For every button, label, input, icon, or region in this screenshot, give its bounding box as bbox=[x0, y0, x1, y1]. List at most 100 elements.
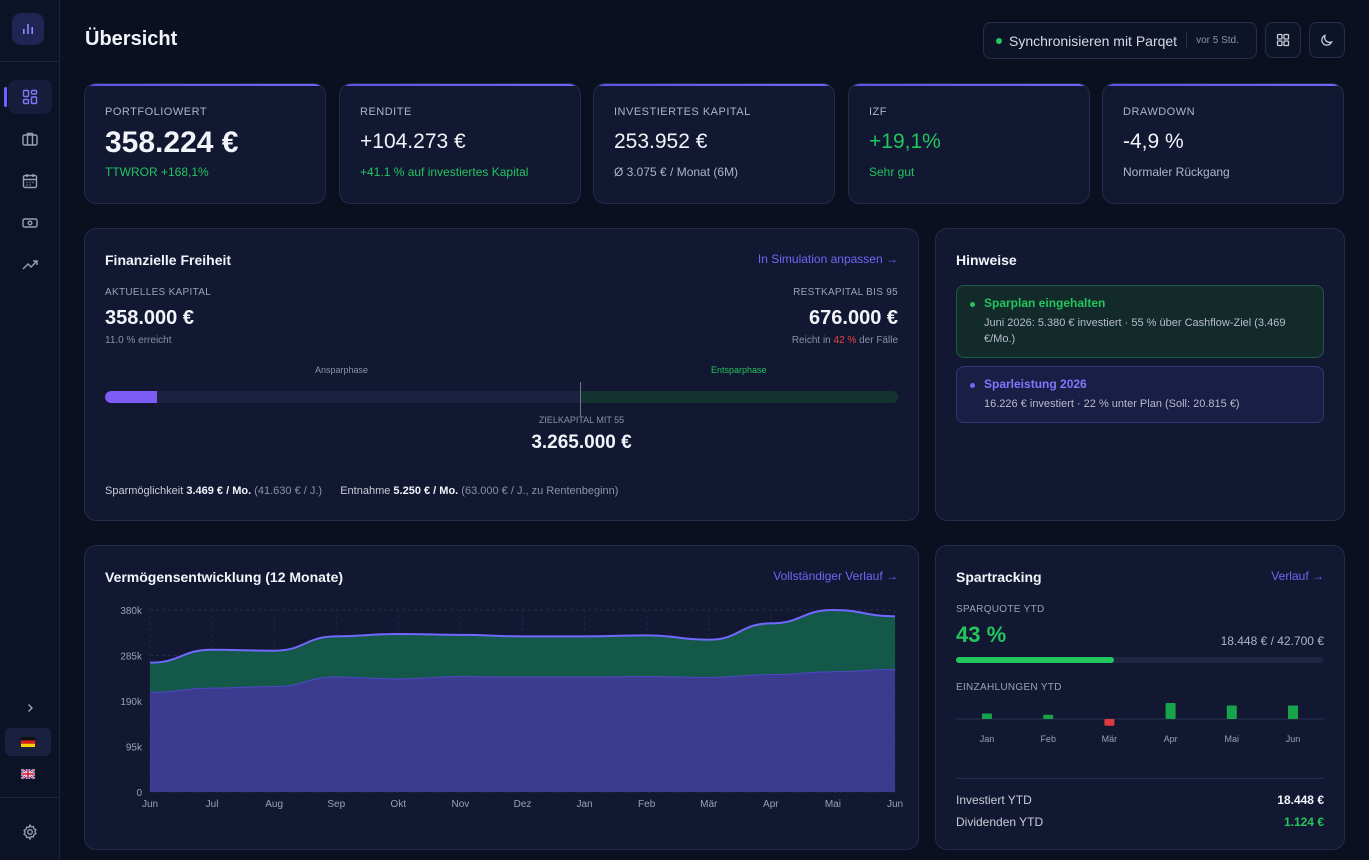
x-tick-label: Mai bbox=[825, 799, 841, 810]
freedom-progress-fill bbox=[105, 391, 158, 403]
bar-chart-icon bbox=[23, 24, 33, 34]
kpi-label: RENDITE bbox=[360, 106, 412, 118]
language-de-button[interactable] bbox=[5, 728, 51, 756]
x-tick-label: Okt bbox=[391, 799, 407, 810]
calendar-icon bbox=[22, 174, 38, 189]
financial-freedom-panel: Finanzielle Freiheit In Simulation anpas… bbox=[84, 228, 919, 521]
sync-button[interactable]: Synchronisieren mit Parqet vor 5 Std. bbox=[983, 22, 1257, 59]
page-title: Übersicht bbox=[85, 28, 178, 50]
deposit-bar bbox=[1165, 703, 1176, 719]
y-tick-label: 0 bbox=[136, 788, 142, 799]
savings-quote-value: 43 % bbox=[956, 622, 1007, 647]
kpi-card-portfolio-value: PORTFOLIOWERT 358.224 € TTWROR +168,1% bbox=[84, 83, 326, 204]
savings-divider bbox=[956, 778, 1324, 779]
sidebar-item-settings[interactable] bbox=[8, 815, 52, 849]
dividends-ytd-label: Dividenden YTD bbox=[956, 815, 1044, 829]
sync-separator bbox=[1186, 32, 1188, 49]
moon-icon bbox=[1321, 34, 1333, 46]
savings-history-link[interactable]: Verlauf → bbox=[1271, 569, 1324, 583]
kpi-sub: Sehr gut bbox=[869, 165, 915, 179]
hint-item-info[interactable]: Sparleistung 2026 16.226 € investiert · … bbox=[956, 366, 1324, 423]
line-total bbox=[149, 608, 896, 664]
x-tick-label: Jun bbox=[887, 799, 903, 810]
deposits-chart: Jan Feb Mär Apr Mai Jun bbox=[956, 703, 1324, 744]
simulation-link[interactable]: In Simulation anpassen → bbox=[757, 252, 898, 266]
withdraw-value: 5.250 € / Mo. bbox=[393, 485, 459, 497]
x-tick-label: Aug bbox=[265, 799, 283, 810]
x-tick-label: Sep bbox=[327, 799, 345, 810]
kpi-card-irr: IZF +19,1% Sehr gut bbox=[848, 83, 1090, 204]
dividends-ytd-value: 1.124 € bbox=[1283, 815, 1324, 829]
savings-quote-label: SPARQUOTE YTD bbox=[956, 604, 1045, 615]
phase-accumulation-label: Ansparphase bbox=[315, 365, 369, 375]
hint-body: Juni 2026: 5.380 € investiert · 55 % übe… bbox=[984, 317, 1286, 345]
hint-title: Sparleistung 2026 bbox=[984, 377, 1087, 391]
invested-ytd-value: 18.448 € bbox=[1277, 793, 1324, 807]
kpi-sub: Normaler Rückgang bbox=[1123, 165, 1230, 179]
gear-icon bbox=[23, 823, 37, 841]
target-capital-label: ZIELKAPITAL MIT 55 bbox=[85, 415, 918, 425]
sidebar-item-portfolio[interactable] bbox=[8, 122, 52, 156]
current-capital-label: AKTUELLES KAPITAL bbox=[105, 287, 212, 298]
briefcase-icon bbox=[22, 132, 38, 146]
decumulation-segment bbox=[580, 391, 898, 403]
deposits-label: EINZAHLUNGEN YTD bbox=[956, 682, 1062, 693]
x-tick-label: Dez bbox=[514, 799, 532, 810]
savings-tracking-panel: Spartracking Verlauf → SPARQUOTE YTD 43 … bbox=[935, 545, 1345, 850]
wealth-chart-panel: Vermögensentwicklung (12 Monate) Vollstä… bbox=[84, 545, 919, 850]
trending-up-icon bbox=[22, 260, 38, 270]
panel-title: Hinweise bbox=[956, 252, 1017, 268]
sidebar-expand-button[interactable] bbox=[8, 691, 52, 725]
sidebar-item-calendar[interactable] bbox=[8, 164, 52, 198]
sidebar-item-performance[interactable] bbox=[8, 248, 52, 282]
current-capital-sub: 11.0 % erreicht bbox=[105, 335, 172, 346]
kpi-value: +104.273 € bbox=[360, 130, 466, 153]
withdraw-note: (63.000 € / J., zu Rentenbeginn) bbox=[461, 485, 619, 497]
kpi-card-return: RENDITE +104.273 € +41.1 % auf investier… bbox=[339, 83, 581, 204]
y-tick-label: 285k bbox=[120, 652, 143, 663]
sidebar-item-cash[interactable] bbox=[8, 206, 52, 240]
kpi-sub: TTWROR +168,1% bbox=[105, 165, 209, 179]
kpi-label: DRAWDOWN bbox=[1123, 106, 1196, 118]
dashboard-icon bbox=[22, 89, 38, 105]
freedom-progress-track bbox=[105, 391, 898, 403]
deposit-month-label: Jun bbox=[1286, 734, 1301, 744]
full-history-link[interactable]: Vollständiger Verlauf → bbox=[773, 569, 898, 583]
hint-item-success[interactable]: Sparplan eingehalten Juni 2026: 5.380 € … bbox=[956, 285, 1324, 358]
sidebar-item-dashboard[interactable] bbox=[4, 80, 52, 114]
x-tick-label: Jan bbox=[577, 799, 593, 810]
kpi-sub: Ø 3.075 € / Monat (6M) bbox=[614, 165, 739, 179]
withdraw-label: Entnahme bbox=[340, 485, 391, 497]
panel-title: Vermögensentwicklung (12 Monate) bbox=[105, 569, 344, 585]
chevron-right-icon bbox=[28, 704, 33, 712]
savings-quote-ratio: 18.448 € / 42.700 € bbox=[1220, 634, 1324, 648]
language-en-button[interactable] bbox=[5, 760, 51, 788]
x-tick-label: Nov bbox=[452, 799, 470, 810]
kpi-label: IZF bbox=[869, 106, 887, 118]
deposit-month-label: Apr bbox=[1164, 734, 1178, 744]
deposit-month-label: Mär bbox=[1102, 734, 1118, 744]
layout-button[interactable] bbox=[1265, 22, 1301, 58]
rest-capital-sub: Reicht in 42 % der Fälle bbox=[792, 335, 898, 346]
savings-label: Sparmöglichkeit bbox=[105, 485, 184, 497]
deposit-bar bbox=[1226, 705, 1237, 719]
y-tick-label: 190k bbox=[120, 697, 143, 708]
savings-value: 3.469 € / Mo. bbox=[186, 485, 252, 497]
x-tick-label: Apr bbox=[763, 799, 779, 810]
x-tick-label: Jun bbox=[142, 799, 158, 810]
theme-toggle-button[interactable] bbox=[1309, 22, 1345, 58]
panel-title: Spartracking bbox=[956, 569, 1042, 585]
sync-label: Synchronisieren mit Parqet bbox=[1009, 32, 1178, 49]
x-tick-label: Mär bbox=[700, 799, 718, 810]
area-invested bbox=[150, 669, 895, 792]
cash-icon bbox=[22, 218, 38, 228]
deposit-bar bbox=[982, 713, 992, 719]
target-capital-value: 3.265.000 € bbox=[85, 432, 918, 454]
kpi-value: -4,9 % bbox=[1123, 130, 1184, 153]
savings-summary: Sparmöglichkeit 3.469 € / Mo. (41.630 € … bbox=[105, 485, 618, 497]
kpi-card-drawdown: DRAWDOWN -4,9 % Normaler Rückgang bbox=[1102, 83, 1344, 204]
logo[interactable] bbox=[12, 13, 44, 45]
invested-ytd-label: Investiert YTD bbox=[956, 793, 1032, 807]
hint-status-dot bbox=[970, 383, 975, 388]
